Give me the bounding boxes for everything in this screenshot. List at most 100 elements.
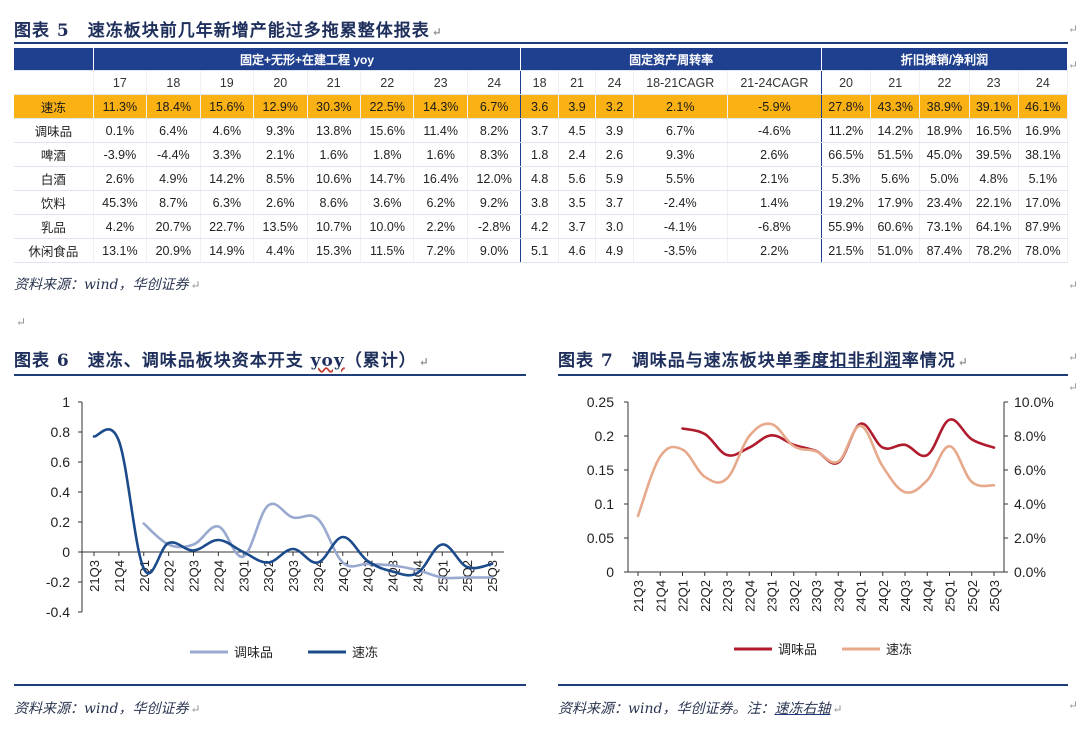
table-column-header: 23 (969, 70, 1019, 95)
table-cell: 9.3% (253, 118, 308, 143)
x-tick-label: 22Q2 (162, 560, 177, 592)
table-cell: 39.1% (969, 94, 1019, 119)
table-group-header-row: 固定+无形+在建工程 yoy 固定资产周转率 折旧摊销/净利润 (14, 48, 1069, 71)
table-cell: 4.8 (520, 166, 559, 191)
x-tick-label: 21Q3 (87, 560, 102, 592)
table-cell: 8.7% (146, 190, 201, 215)
table-cell: 14.2% (870, 118, 921, 143)
return-mark: ↵ (16, 315, 27, 329)
table-cell: 5.6 (558, 166, 597, 191)
table-cell: 2.1% (633, 94, 728, 119)
x-tick-label: 25Q2 (965, 580, 980, 612)
margin-return-mark: ↵ (1068, 380, 1079, 394)
table-cell: 11.5% (360, 238, 415, 263)
return-mark: ↵ (418, 355, 430, 369)
table-cell: 9.2% (467, 190, 522, 215)
table-cell: 4.9 (595, 238, 634, 263)
table-cell: 8.2% (467, 118, 522, 143)
margin-return-mark: ↵ (1068, 698, 1079, 712)
table-cell: 16.4% (413, 166, 468, 191)
table-cell: 3.8 (520, 190, 559, 215)
table-column-header: 22 (919, 70, 970, 95)
table-cell: 4.6 (558, 238, 597, 263)
table-row: 啤酒 -3.9% -4.4% 3.3% 2.1% 1.6% 1.8% 1.6% 8.3% 1.8 2… (14, 142, 1069, 167)
table-cell: 3.6 (520, 94, 559, 119)
table-cell: 2.4 (558, 142, 597, 167)
table-cell: 1.6% (307, 142, 361, 167)
x-tick-label: 23Q4 (831, 580, 846, 612)
table-cell: 4.9% (146, 166, 201, 191)
y-left-tick-label: 0.25 (587, 394, 614, 410)
table-column-header: 22 (360, 70, 415, 95)
table-cell: 2.2% (727, 238, 822, 263)
table-cell: 13.5% (253, 214, 308, 239)
table-cell: 21.5% (821, 238, 872, 263)
y-tick-label: 0.2 (51, 514, 71, 530)
table-cell: 2.6% (727, 142, 822, 167)
y-right-tick-label: 0.0% (1014, 564, 1046, 580)
table-row-label: 速冻 (14, 94, 94, 119)
fig7-source-note: 速冻右轴 (774, 701, 831, 717)
fig6-title-yoy: yoy (310, 351, 345, 371)
x-tick-label: 23Q3 (809, 580, 824, 612)
x-tick-label: 22Q1 (137, 560, 152, 592)
table-cell: 27.8% (821, 94, 872, 119)
x-tick-label: 25Q3 (987, 580, 1002, 612)
table-cell: 5.5% (633, 166, 728, 191)
table-cell: -2.8% (467, 214, 522, 239)
y-right-tick-label: 4.0% (1014, 496, 1046, 512)
y-right-tick-label: 10.0% (1014, 394, 1054, 410)
x-tick-label: 22Q4 (211, 560, 226, 592)
table-cell: 17.9% (870, 190, 921, 215)
x-tick-label: 23Q1 (765, 580, 780, 612)
table-cell: -4.6% (727, 118, 822, 143)
y-tick-label: 0.4 (51, 484, 71, 500)
table-row: 休闲食品 13.1% 20.9% 14.9% 4.4% 15.3% 11.5% 7.2% 9.0… (14, 238, 1069, 263)
table-cell: 15.6% (360, 118, 415, 143)
table-cell: -4.1% (633, 214, 728, 239)
table-row-label: 调味品 (14, 118, 94, 143)
table-cell: 18.4% (146, 94, 201, 119)
table-cell: 1.4% (727, 190, 822, 215)
table-cell: 10.0% (360, 214, 415, 239)
table-row: 饮料 45.3% 8.7% 6.3% 2.6% 8.6% 3.6% 6.2% 9.2% 3.8 3.… (14, 190, 1069, 215)
table-cell: 45.0% (919, 142, 970, 167)
x-tick-label: 23Q1 (236, 560, 251, 592)
table-column-header: 17 (93, 70, 148, 95)
table-column-header: 21 (870, 70, 921, 95)
table-row: 乳品 4.2% 20.7% 22.7% 13.5% 10.7% 10.0% 2.2% -2.8%… (14, 214, 1069, 239)
y-tick-label: 1 (62, 394, 70, 410)
series-line-调味品 (681, 418, 996, 465)
table-cell: -3.5% (633, 238, 728, 263)
y-left-tick-label: 0.2 (595, 428, 615, 444)
margin-return-mark: ↵ (1068, 350, 1079, 364)
y-tick-label: -0.2 (46, 574, 70, 590)
table-cell: 6.4% (146, 118, 201, 143)
table-cell: 22.1% (969, 190, 1019, 215)
fig5-title-rule (14, 42, 1068, 44)
table-cell: 66.5% (821, 142, 872, 167)
legend-label: 速冻 (886, 642, 912, 657)
table-cell: 16.5% (969, 118, 1019, 143)
table-cell: 16.9% (1018, 118, 1069, 143)
table-cell: 17.0% (1018, 190, 1069, 215)
fig5-source: 资料来源：wind，华创证券 ↵ (14, 277, 201, 293)
table-cell: 4.2% (93, 214, 148, 239)
table-cell: -3.9% (93, 142, 148, 167)
fig6-title-rule (14, 374, 526, 376)
table-cell: 3.3% (200, 142, 255, 167)
x-tick-label: 25Q1 (435, 560, 450, 592)
fig7-bottom-rule (558, 684, 1068, 686)
x-tick-label: 22Q4 (742, 580, 757, 612)
table-cell: 13.8% (307, 118, 361, 143)
table-column-header: 21 (558, 70, 597, 95)
table-column-header: 24 (595, 70, 634, 95)
x-tick-label: 21Q3 (631, 580, 646, 612)
legend-label: 速冻 (352, 645, 378, 660)
table-cell: 46.1% (1018, 94, 1069, 119)
table-cell: 39.5% (969, 142, 1019, 167)
table-cell: 8.5% (253, 166, 308, 191)
x-tick-label: 22Q3 (720, 580, 735, 612)
table-column-header-row: 17 18 19 20 21 22 23 24 18 21 24 18-21CAGR 21-24CAGR… (14, 70, 1069, 95)
table-cell: 6.2% (413, 190, 468, 215)
